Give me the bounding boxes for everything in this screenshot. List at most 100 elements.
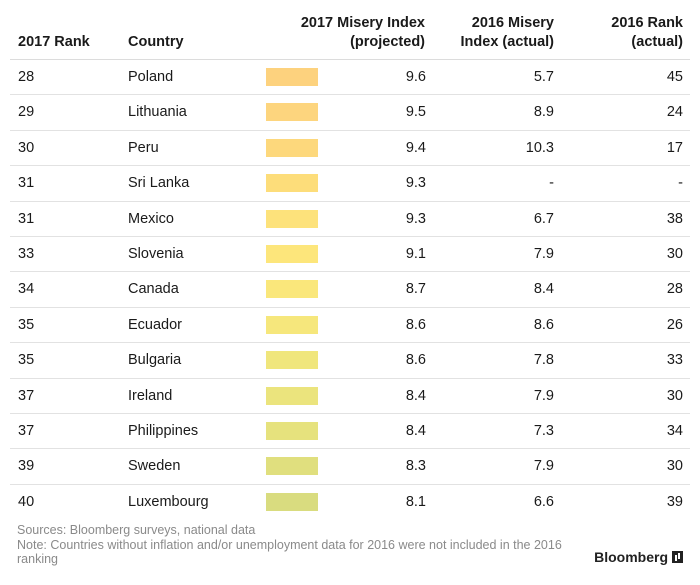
misery-color-swatch [266, 457, 318, 476]
misery-2017-cell: 9.4 [405, 139, 426, 156]
misery-2017-cell: 9.3 [405, 175, 426, 192]
sources-text: Sources: Bloomberg surveys, national dat… [17, 523, 256, 537]
rank-2017-cell: 31 [18, 210, 35, 227]
rank-2017-cell: 35 [18, 316, 35, 333]
country-cell: Ireland [128, 387, 173, 404]
rank-2016-cell: 34 [666, 422, 683, 439]
header-2016-rank: 2016 Rank (actual) [611, 15, 683, 50]
rank-2017-cell: 30 [18, 139, 35, 156]
rank-2016-cell: 17 [666, 139, 683, 156]
country-cell: Slovenia [128, 245, 184, 262]
header-2016-misery-index: 2016 Misery Index (actual) [460, 15, 554, 50]
misery-color-swatch [266, 280, 318, 299]
rank-2016-cell: 26 [666, 316, 683, 333]
rank-2016-cell: 30 [666, 387, 683, 404]
misery-color-swatch [266, 138, 318, 157]
misery-2016-cell: 6.6 [533, 493, 554, 510]
table-row: 37 Ireland 8.4 7.9 30 [10, 379, 690, 414]
misery-color-swatch [266, 209, 318, 228]
table-row: 40 Luxembourg 8.1 6.6 39 [10, 485, 690, 519]
misery-color-swatch [266, 492, 318, 511]
misery-2017-cell: 9.3 [405, 210, 426, 227]
bloomberg-logo: Bloomberg [594, 549, 683, 565]
country-cell: Peru [128, 139, 159, 156]
header-2017-rank: 2017 Rank [18, 34, 90, 50]
table-row: 29 Lithuania 9.5 8.9 24 [10, 95, 690, 131]
table-body: 28 Poland 9.6 5.7 45 29 Lithuania 9.5 8.9 24 30 Per… [10, 60, 690, 519]
misery-color-swatch [266, 244, 318, 263]
rank-2017-cell: 29 [18, 104, 35, 121]
misery-2017-cell: 8.3 [405, 458, 426, 475]
misery-2016-cell: 8.4 [533, 281, 554, 298]
misery-2016-cell: 7.9 [533, 245, 554, 262]
misery-2016-cell: 10.3 [525, 139, 554, 156]
rank-2017-cell: 34 [18, 281, 35, 298]
misery-2016-cell: 6.7 [533, 210, 554, 227]
table-row: 39 Sweden 8.3 7.9 30 [10, 449, 690, 485]
misery-color-swatch [266, 421, 318, 440]
misery-color-swatch [266, 386, 318, 405]
misery-color-swatch [266, 68, 318, 86]
rank-2017-cell: 37 [18, 387, 35, 404]
table-row: 34 Canada 8.7 8.4 28 [10, 272, 690, 308]
country-cell: Bulgaria [128, 352, 182, 369]
country-cell: Sri Lanka [128, 175, 190, 192]
misery-2016-cell: 7.8 [533, 352, 554, 369]
rank-2017-cell: 33 [18, 245, 35, 262]
rank-2017-cell: 28 [18, 69, 35, 85]
note-text: Note: Countries without inflation and/or… [17, 537, 562, 567]
rank-2016-cell: - [678, 175, 683, 192]
table-row: 37 Philippines 8.4 7.3 34 [10, 414, 690, 450]
misery-2017-cell: 8.6 [405, 352, 426, 369]
header-country: Country [128, 34, 184, 50]
country-cell: Lithuania [128, 104, 187, 121]
misery-2017-cell: 8.6 [405, 316, 426, 333]
table-row: 31 Sri Lanka 9.3 - - [10, 166, 690, 202]
misery-2016-cell: 8.9 [533, 104, 554, 121]
country-cell: Ecuador [128, 316, 183, 333]
country-cell: Poland [128, 69, 174, 85]
table-header: 2017 Rank Country 2017 Misery Index (pro… [10, 0, 690, 60]
country-cell: Canada [128, 281, 179, 298]
rank-2016-cell: 38 [666, 210, 683, 227]
misery-2017-cell: 8.4 [405, 387, 426, 404]
misery-color-swatch [266, 103, 318, 122]
rank-2016-cell: 24 [666, 104, 683, 121]
rank-2017-cell: 31 [18, 175, 35, 192]
country-cell: Luxembourg [128, 493, 209, 510]
rank-2017-cell: 39 [18, 458, 35, 475]
misery-color-swatch [266, 315, 318, 334]
misery-2017-cell: 8.7 [405, 281, 426, 298]
bloomberg-chart-icon [672, 551, 683, 563]
table-row: 33 Slovenia 9.1 7.9 30 [10, 237, 690, 273]
misery-2016-cell: 8.6 [533, 316, 554, 333]
misery-2017-cell: 9.5 [405, 104, 426, 121]
table-row: 28 Poland 9.6 5.7 45 [10, 60, 690, 96]
rank-2016-cell: 33 [666, 352, 683, 369]
rank-2016-cell: 45 [666, 69, 683, 85]
rank-2017-cell: 35 [18, 352, 35, 369]
rank-2016-cell: 28 [666, 281, 683, 298]
country-cell: Sweden [128, 458, 181, 475]
rank-2016-cell: 30 [666, 245, 683, 262]
brand-name: Bloomberg [594, 549, 668, 565]
misery-2017-cell: 8.4 [405, 422, 426, 439]
misery-2017-cell: 8.1 [405, 493, 426, 510]
misery-2016-cell: 7.3 [533, 422, 554, 439]
country-cell: Mexico [128, 210, 174, 227]
table-row: 30 Peru 9.4 10.3 17 [10, 131, 690, 167]
misery-2017-cell: 9.1 [405, 245, 426, 262]
misery-2016-cell: 7.9 [533, 458, 554, 475]
table-row: 35 Bulgaria 8.6 7.8 33 [10, 343, 690, 379]
table-row: 31 Mexico 9.3 6.7 38 [10, 202, 690, 237]
misery-color-swatch [266, 351, 318, 370]
misery-2016-cell: - [549, 175, 554, 192]
rank-2017-cell: 40 [18, 493, 35, 510]
rank-2016-cell: 30 [666, 458, 683, 475]
misery-2017-cell: 9.6 [405, 69, 426, 85]
misery-color-swatch [266, 174, 318, 193]
country-cell: Philippines [128, 422, 199, 439]
misery-2016-cell: 7.9 [533, 387, 554, 404]
table-row: 35 Ecuador 8.6 8.6 26 [10, 308, 690, 344]
misery-2016-cell: 5.7 [533, 69, 554, 85]
